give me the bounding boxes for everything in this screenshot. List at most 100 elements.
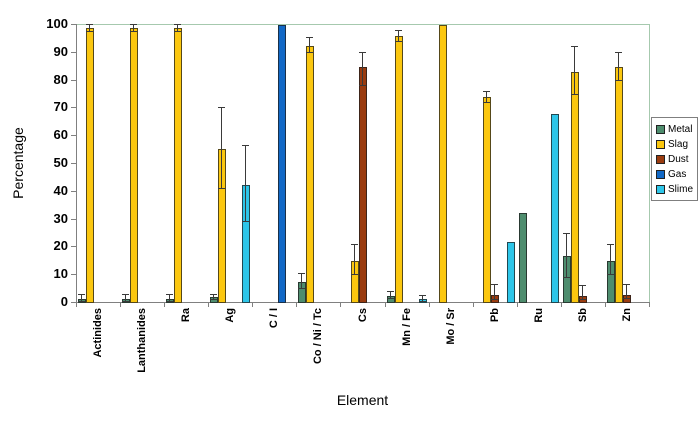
error-bar-cap-top (358, 51, 366, 53)
bar-slot (490, 25, 499, 303)
error-bar-cap-top (490, 283, 498, 285)
bar-slot (190, 25, 198, 303)
error-bar-line (177, 25, 179, 32)
error-bar-cap-top (562, 232, 570, 234)
category-label-cell: C / I (252, 308, 296, 394)
bar-slot (518, 25, 527, 303)
error-bar-cap-bottom (306, 51, 314, 53)
bar-groups (76, 24, 649, 303)
bar-group-inner (78, 24, 118, 303)
error-bar-cap-bottom (210, 299, 218, 301)
error-bar-cap-bottom (482, 101, 490, 103)
bar-group (517, 25, 561, 303)
bar-slag-8 (394, 36, 403, 303)
error-bar-cap-bottom (350, 274, 358, 276)
error-bar-line (81, 294, 83, 302)
error-bar-line (213, 294, 215, 301)
bar-slot (343, 25, 351, 303)
x-tick-mark (428, 303, 430, 307)
bar-slag-4 (218, 148, 227, 303)
category-label: Ru (532, 308, 545, 323)
y-tick-mark (71, 163, 76, 164)
category-labels: Actinides Lanthanides Ra Ag C / I Co / Ni / T… (76, 308, 649, 394)
error-bar-line (89, 25, 91, 32)
bar-slot (314, 25, 322, 303)
bar-group-inner (562, 25, 603, 303)
bar-slot (94, 25, 102, 303)
category-label: Ra (180, 308, 193, 323)
error-bar-line (125, 294, 127, 302)
error-bar-line (169, 294, 171, 302)
bar-slot (218, 25, 227, 303)
y-tick-mark (71, 135, 76, 137)
error-bar-cap-bottom (242, 221, 250, 223)
error-bar-cap-top (218, 107, 226, 109)
legend-item-slag: Slag (656, 137, 693, 152)
category-label: Cs (356, 308, 369, 323)
y-tick-label: 70 (53, 99, 68, 115)
bar-slag-9 (438, 25, 447, 303)
bar-slag-10 (482, 97, 491, 303)
bar-slot (286, 25, 294, 303)
bar-slot (375, 25, 383, 303)
bar-group (164, 24, 208, 303)
category-label-cell: Pb (473, 308, 517, 394)
bar-slot (358, 25, 367, 303)
bar-gas-5 (278, 25, 287, 303)
bar-slot (138, 25, 146, 303)
bar-slot (394, 25, 403, 303)
bar-slot (562, 25, 571, 303)
bar-slot (631, 25, 639, 303)
bar-slag-1 (86, 27, 95, 303)
error-bar-cap-top (570, 46, 578, 48)
bar-slot (499, 25, 507, 303)
category-label-cell: Lanthanides (120, 308, 164, 394)
legend-swatch-icon (656, 125, 665, 134)
error-bar-cap-top (242, 144, 250, 146)
bar-metal-12 (562, 255, 571, 303)
category-label-cell: Actinides (76, 308, 120, 394)
bar-slot (438, 25, 447, 303)
category-label-cell: Cs (340, 308, 384, 394)
category-label-cell: Ag (208, 308, 252, 394)
bar-group-inner (431, 25, 471, 303)
bar-slot (527, 25, 535, 303)
bar-slot (578, 25, 587, 303)
bar-slot (367, 25, 375, 303)
y-tick-mark (71, 274, 76, 276)
category-label-cell: Ra (164, 308, 208, 394)
x-tick-mark (208, 303, 210, 307)
bar-slot (330, 25, 338, 303)
bar-slot (606, 25, 615, 303)
legend-label: Gas (668, 169, 687, 180)
bar-slot (350, 25, 359, 303)
bar-group-inner (518, 25, 559, 303)
error-bar-cap-top (482, 90, 490, 92)
category-label-cell: Zn (605, 308, 649, 394)
bar-group (473, 25, 517, 303)
bar-slot (418, 25, 427, 303)
error-bar-line (361, 52, 363, 87)
error-bar-cap-top (614, 51, 622, 53)
legend-item-slime: Slime (656, 182, 693, 197)
bar-slot (535, 25, 543, 303)
bar-slag-13 (614, 66, 623, 303)
bar-slot (639, 25, 647, 303)
error-bar-line (609, 244, 611, 276)
bar-group (605, 25, 649, 303)
bar-metal-11 (518, 212, 527, 303)
error-bar-cap-bottom (490, 299, 498, 301)
bar-slot (130, 24, 139, 303)
bar-slot (174, 24, 183, 303)
y-tick-label: 90 (53, 43, 68, 59)
error-bar-cap-bottom (394, 40, 402, 42)
category-label: Mn / Fe (400, 308, 413, 346)
error-bar-cap-bottom (570, 93, 578, 95)
error-bar-line (421, 296, 423, 302)
bar-slot (595, 25, 603, 303)
error-bar-cap-top (394, 29, 402, 31)
bar-slot (543, 25, 551, 303)
y-axis-title: Percentage (10, 127, 26, 199)
bar-group (76, 24, 120, 303)
category-label-cell: Ru (517, 308, 561, 394)
